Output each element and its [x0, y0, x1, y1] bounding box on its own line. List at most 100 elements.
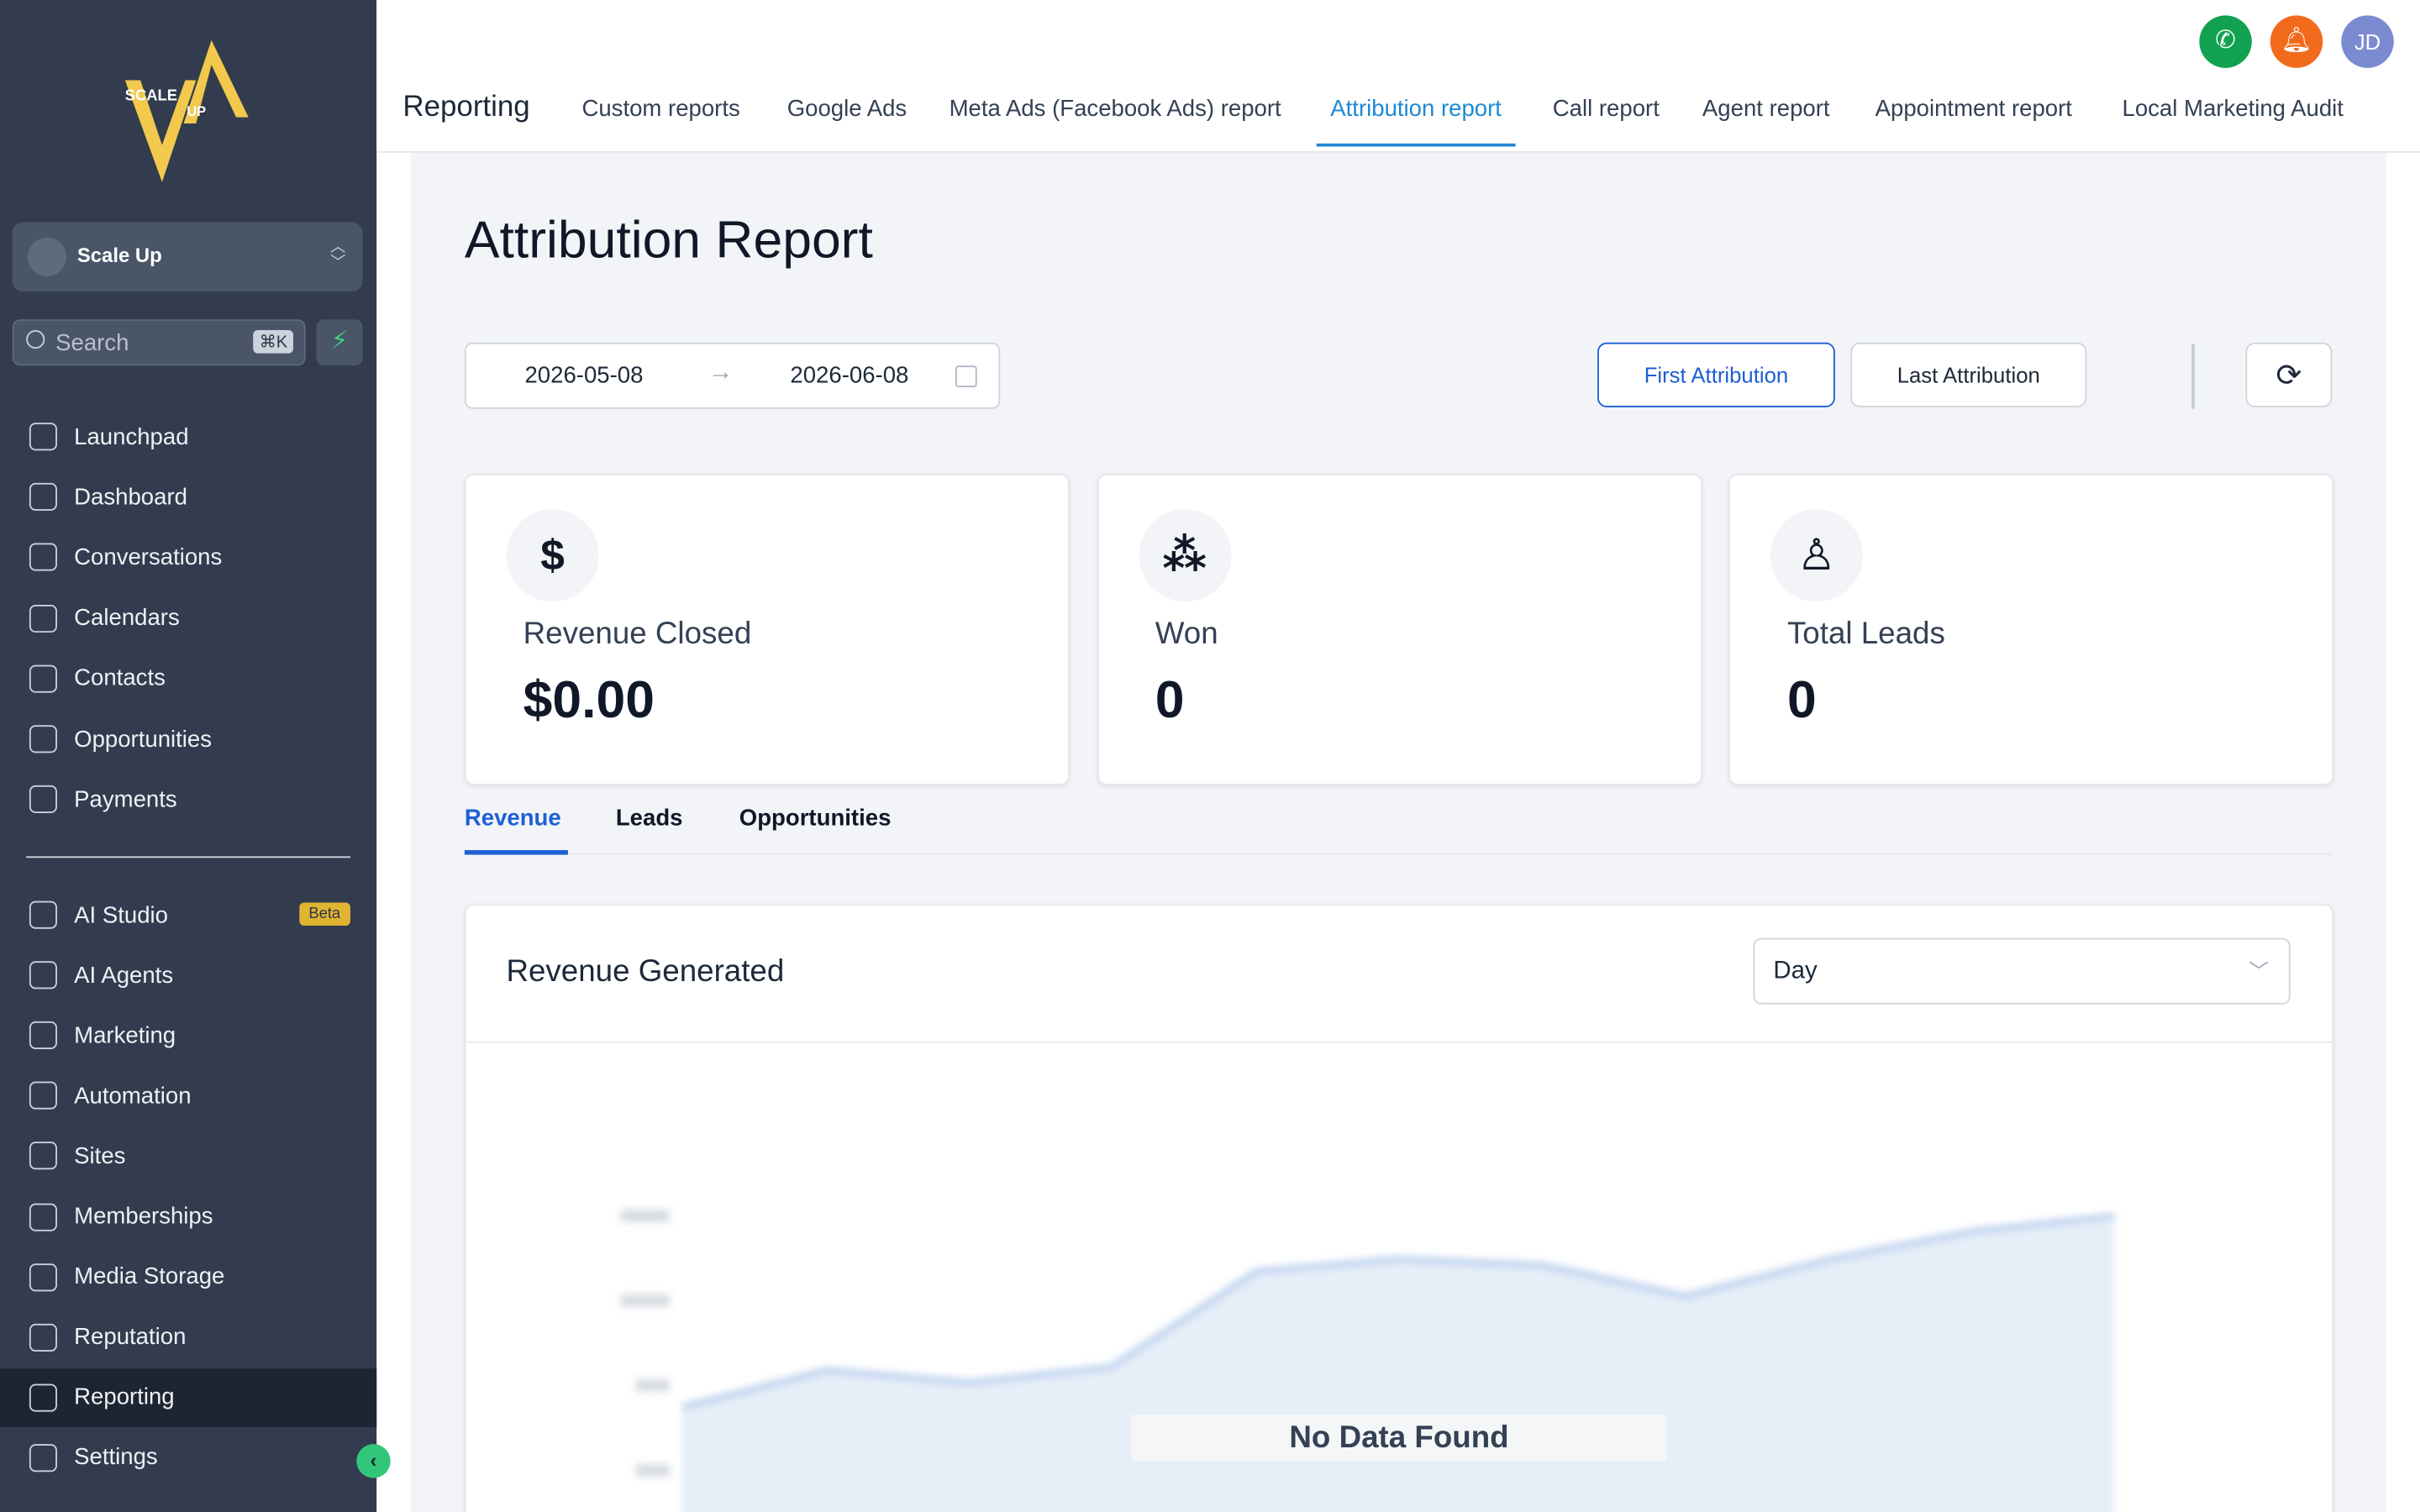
nav-label: AI Studio — [74, 901, 168, 928]
logo: SCALE UP — [124, 39, 249, 182]
nav-icon — [29, 1021, 57, 1050]
placeholder-chart — [620, 1210, 2115, 1512]
date-start: 2026-05-08 — [524, 362, 644, 389]
account-switcher[interactable]: Scale Up ︿ ﹀ — [12, 222, 363, 292]
nav-label: Dashboard — [74, 484, 187, 511]
search-box[interactable]: Search ⌘K — [12, 319, 306, 366]
avatar[interactable]: JD — [2341, 15, 2394, 68]
quick-action[interactable]: ⚡ — [316, 319, 363, 366]
nav-label: Calendars — [74, 605, 180, 632]
nav-item[interactable]: Contacts — [0, 649, 376, 708]
active-tab-underline — [1316, 143, 1516, 147]
refresh-button[interactable]: ⟳ — [2245, 342, 2333, 407]
search-shortcut: ⌘K — [253, 330, 294, 354]
nav-icon — [29, 961, 57, 990]
stat-value: 0 — [1155, 670, 1185, 730]
last-attribution-button[interactable]: Last Attribution — [1850, 342, 2087, 407]
stat-value: $0.00 — [523, 670, 655, 730]
nav-label: Contacts — [74, 665, 166, 692]
section-title: Reporting — [402, 91, 530, 123]
nav-icon — [29, 483, 57, 512]
report-tab[interactable]: Appointment report — [1875, 95, 2072, 123]
nav-label: Conversations — [74, 544, 223, 571]
active-tab-underline — [464, 850, 568, 855]
nav-item[interactable]: Reporting — [0, 1368, 377, 1427]
chevrons: ︿ ﹀ — [330, 239, 346, 272]
separator — [2191, 344, 2195, 409]
nav-item[interactable]: Marketing — [0, 1006, 376, 1065]
logo-peak — [183, 39, 249, 123]
nav-item[interactable]: Automation — [0, 1067, 376, 1126]
nav-item[interactable]: Payments — [0, 770, 376, 829]
nav-label: Sites — [74, 1142, 126, 1170]
metric-tab[interactable]: Revenue — [464, 805, 561, 832]
stat-card: $ Revenue Closed $0.00 — [464, 473, 1070, 785]
stat-label: Won — [1155, 617, 1218, 652]
notifications-button[interactable]: 🔔︎ — [2270, 15, 2323, 68]
chart-card: Revenue Generated Day ﹀ No Data Found — [464, 904, 2334, 1512]
nav-item[interactable]: AI Studio — [0, 885, 376, 944]
date-range[interactable]: 2026-05-08 → 2026-06-08 — [464, 342, 1001, 409]
period-select[interactable]: Day ﹀ — [1753, 937, 2291, 1005]
phone-button[interactable]: ✆ — [2199, 15, 2252, 68]
nav-label: Launchpad — [74, 423, 189, 450]
nav-label: Reputation — [74, 1324, 187, 1351]
nav-label: Memberships — [74, 1203, 213, 1230]
nav-icon — [29, 543, 57, 572]
divider — [26, 856, 350, 858]
nav-icon — [29, 1202, 57, 1231]
nav-icon — [29, 423, 57, 451]
nav-item[interactable]: AI Agents — [0, 946, 376, 1005]
report-tab[interactable]: Local Marketing Audit — [2122, 95, 2344, 123]
logo-text: SCALE — [125, 86, 177, 103]
nav-item[interactable]: Media Storage — [0, 1247, 376, 1306]
placeholder-area — [681, 1215, 2115, 1512]
nav-icon — [29, 1383, 57, 1412]
arrow: → — [708, 359, 734, 386]
nav-item[interactable]: Conversations — [0, 528, 376, 587]
card-divider — [466, 1041, 2333, 1043]
calendar-icon — [955, 365, 977, 388]
nav-item[interactable]: Sites — [0, 1127, 376, 1186]
page-title: Attribution Report — [464, 211, 873, 270]
nav-label: Marketing — [74, 1022, 176, 1049]
nav-label: Settings — [74, 1444, 158, 1472]
nav-icon — [29, 1082, 57, 1110]
nav-item[interactable]: Settings — [0, 1429, 376, 1488]
nav-item[interactable]: Opportunities — [0, 710, 376, 769]
collapse-button[interactable]: ‹ — [356, 1444, 391, 1478]
stat-icon: ⁂ — [1138, 509, 1231, 602]
empty-message: No Data Found — [1131, 1415, 1667, 1462]
nav-item[interactable]: Reputation — [0, 1308, 376, 1367]
placeholder-axis — [620, 1210, 671, 1477]
tabs-border — [464, 853, 2333, 855]
date-end: 2026-06-08 — [790, 362, 909, 389]
metric-tab[interactable]: Leads — [615, 805, 683, 832]
nav-item[interactable]: Calendars — [0, 589, 376, 648]
stat-card: ♙ Total Leads 0 — [1728, 473, 2334, 785]
nav-label: Automation — [74, 1083, 192, 1110]
nav-icon — [29, 1263, 57, 1291]
period-value: Day — [1773, 958, 1818, 984]
report-tab[interactable]: Call report — [1552, 95, 1660, 123]
stat-value: 0 — [1786, 670, 1817, 730]
main-content: Attribution Report 2026-05-08 → 2026-06-… — [410, 152, 2386, 1512]
nav-icon — [29, 1323, 57, 1352]
nav-item[interactable]: Launchpad — [0, 407, 376, 466]
report-tab[interactable]: Google Ads — [786, 95, 908, 123]
metric-tab[interactable]: Opportunities — [739, 805, 892, 832]
nav-item[interactable]: Dashboard — [0, 468, 376, 527]
nav-icon — [29, 785, 57, 814]
report-tab[interactable]: Custom reports — [581, 95, 740, 123]
report-tab[interactable]: Agent report — [1702, 95, 1830, 123]
top-bar: Reporting Custom reports Google Ads Meta A… — [376, 0, 2420, 153]
report-tab[interactable]: Attribution report — [1330, 95, 1502, 123]
first-attribution-button[interactable]: First Attribution — [1597, 342, 1835, 407]
nav-label: Reporting — [74, 1384, 175, 1411]
nav-item[interactable]: Memberships — [0, 1187, 376, 1246]
stat-label: Revenue Closed — [523, 617, 752, 652]
report-tab[interactable]: Meta Ads (Facebook Ads) report — [949, 95, 1281, 123]
nav-icon — [29, 1443, 57, 1473]
